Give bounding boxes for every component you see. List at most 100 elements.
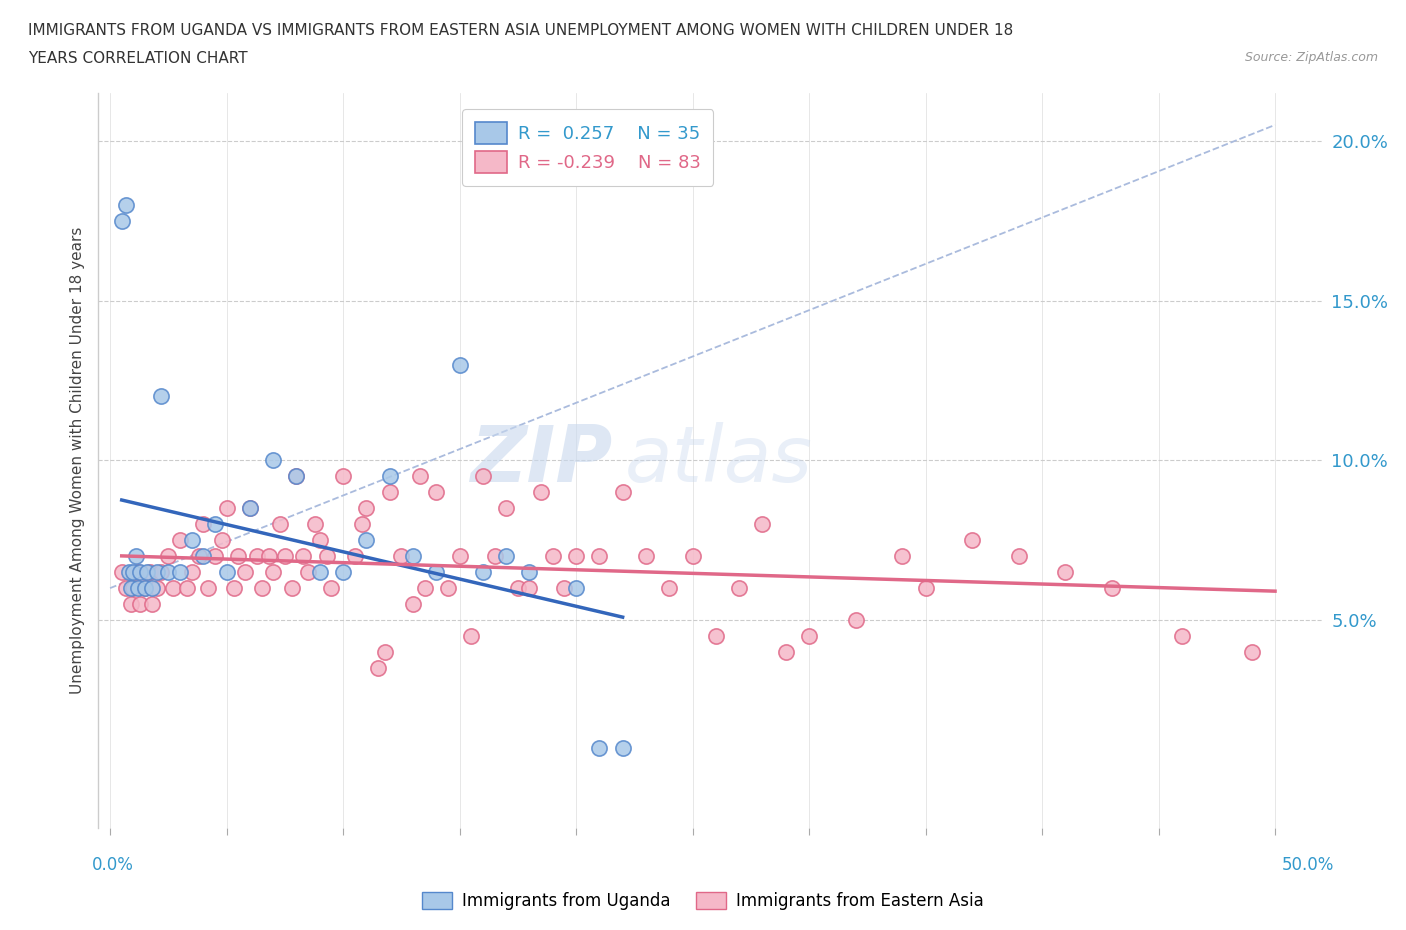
Point: [530, 485, 553, 499]
Point: [125, 549, 148, 564]
Point: [402, 597, 425, 612]
Point: [169, 565, 191, 579]
Point: [519, 565, 541, 579]
Point: [274, 549, 297, 564]
Point: [506, 580, 529, 595]
Point: [728, 580, 751, 595]
Point: [122, 565, 145, 579]
Point: [111, 565, 134, 579]
Point: [120, 597, 142, 612]
Point: [215, 565, 238, 579]
Point: [187, 549, 209, 564]
Point: [281, 580, 304, 595]
Point: [204, 549, 226, 564]
Point: [145, 565, 167, 579]
Point: [215, 501, 238, 516]
Point: [239, 501, 262, 516]
Point: [257, 549, 280, 564]
Point: [612, 485, 634, 499]
Point: [588, 740, 610, 755]
Point: [315, 549, 337, 564]
Point: [332, 469, 354, 484]
Point: [658, 580, 681, 595]
Point: [304, 517, 326, 532]
Text: atlas: atlas: [624, 422, 813, 498]
Point: [262, 565, 284, 579]
Point: [634, 549, 657, 564]
Point: [150, 389, 173, 404]
Point: [565, 549, 588, 564]
Point: [141, 580, 163, 595]
Point: [343, 549, 366, 564]
Point: [1008, 549, 1031, 564]
Point: [226, 549, 249, 564]
Point: [797, 629, 820, 644]
Point: [332, 565, 354, 579]
Point: [292, 549, 315, 564]
Point: [425, 565, 447, 579]
Point: [471, 469, 494, 484]
Point: [845, 613, 868, 628]
Point: [297, 565, 319, 579]
Point: [751, 517, 773, 532]
Legend: R =  0.257    N = 35, R = -0.239    N = 83: R = 0.257 N = 35, R = -0.239 N = 83: [463, 110, 713, 186]
Point: [367, 660, 389, 675]
Text: ZIP: ZIP: [470, 422, 612, 498]
Point: [374, 644, 396, 659]
Point: [204, 517, 226, 532]
Point: [162, 580, 184, 595]
Point: [111, 213, 134, 228]
Point: [262, 453, 284, 468]
Point: [115, 580, 138, 595]
Point: [682, 549, 704, 564]
Point: [129, 597, 152, 612]
Point: [350, 517, 373, 532]
Point: [402, 549, 425, 564]
Point: [134, 580, 156, 595]
Point: [378, 485, 401, 499]
Point: [122, 580, 145, 595]
Point: [115, 197, 138, 212]
Point: [775, 644, 797, 659]
Point: [914, 580, 936, 595]
Point: [136, 565, 159, 579]
Point: [222, 580, 245, 595]
Point: [129, 565, 152, 579]
Point: [193, 549, 215, 564]
Point: [246, 549, 269, 564]
Point: [425, 485, 447, 499]
Point: [157, 549, 180, 564]
Point: [211, 533, 233, 548]
Point: [356, 501, 378, 516]
Point: [308, 533, 330, 548]
Point: [180, 533, 202, 548]
Point: [150, 565, 173, 579]
Text: YEARS CORRELATION CHART: YEARS CORRELATION CHART: [28, 51, 247, 66]
Point: [127, 580, 149, 595]
Point: [356, 533, 378, 548]
Point: [413, 580, 436, 595]
Point: [449, 357, 471, 372]
Point: [495, 501, 517, 516]
Point: [541, 549, 564, 564]
Point: [308, 565, 330, 579]
Point: [285, 469, 308, 484]
Legend: Immigrants from Uganda, Immigrants from Eastern Asia: Immigrants from Uganda, Immigrants from …: [416, 885, 990, 917]
Point: [250, 580, 273, 595]
Point: [553, 580, 575, 595]
Point: [145, 580, 167, 595]
Text: 50.0%: 50.0%: [1281, 856, 1334, 873]
Text: IMMIGRANTS FROM UGANDA VS IMMIGRANTS FROM EASTERN ASIA UNEMPLOYMENT AMONG WOMEN : IMMIGRANTS FROM UGANDA VS IMMIGRANTS FRO…: [28, 23, 1014, 38]
Point: [169, 533, 191, 548]
Point: [321, 580, 343, 595]
Point: [233, 565, 256, 579]
Point: [127, 565, 149, 579]
Y-axis label: Unemployment Among Women with Children Under 18 years: Unemployment Among Women with Children U…: [69, 227, 84, 694]
Point: [1101, 580, 1123, 595]
Point: [157, 565, 180, 579]
Point: [519, 580, 541, 595]
Point: [239, 501, 262, 516]
Point: [612, 740, 634, 755]
Point: [960, 533, 983, 548]
Point: [449, 549, 471, 564]
